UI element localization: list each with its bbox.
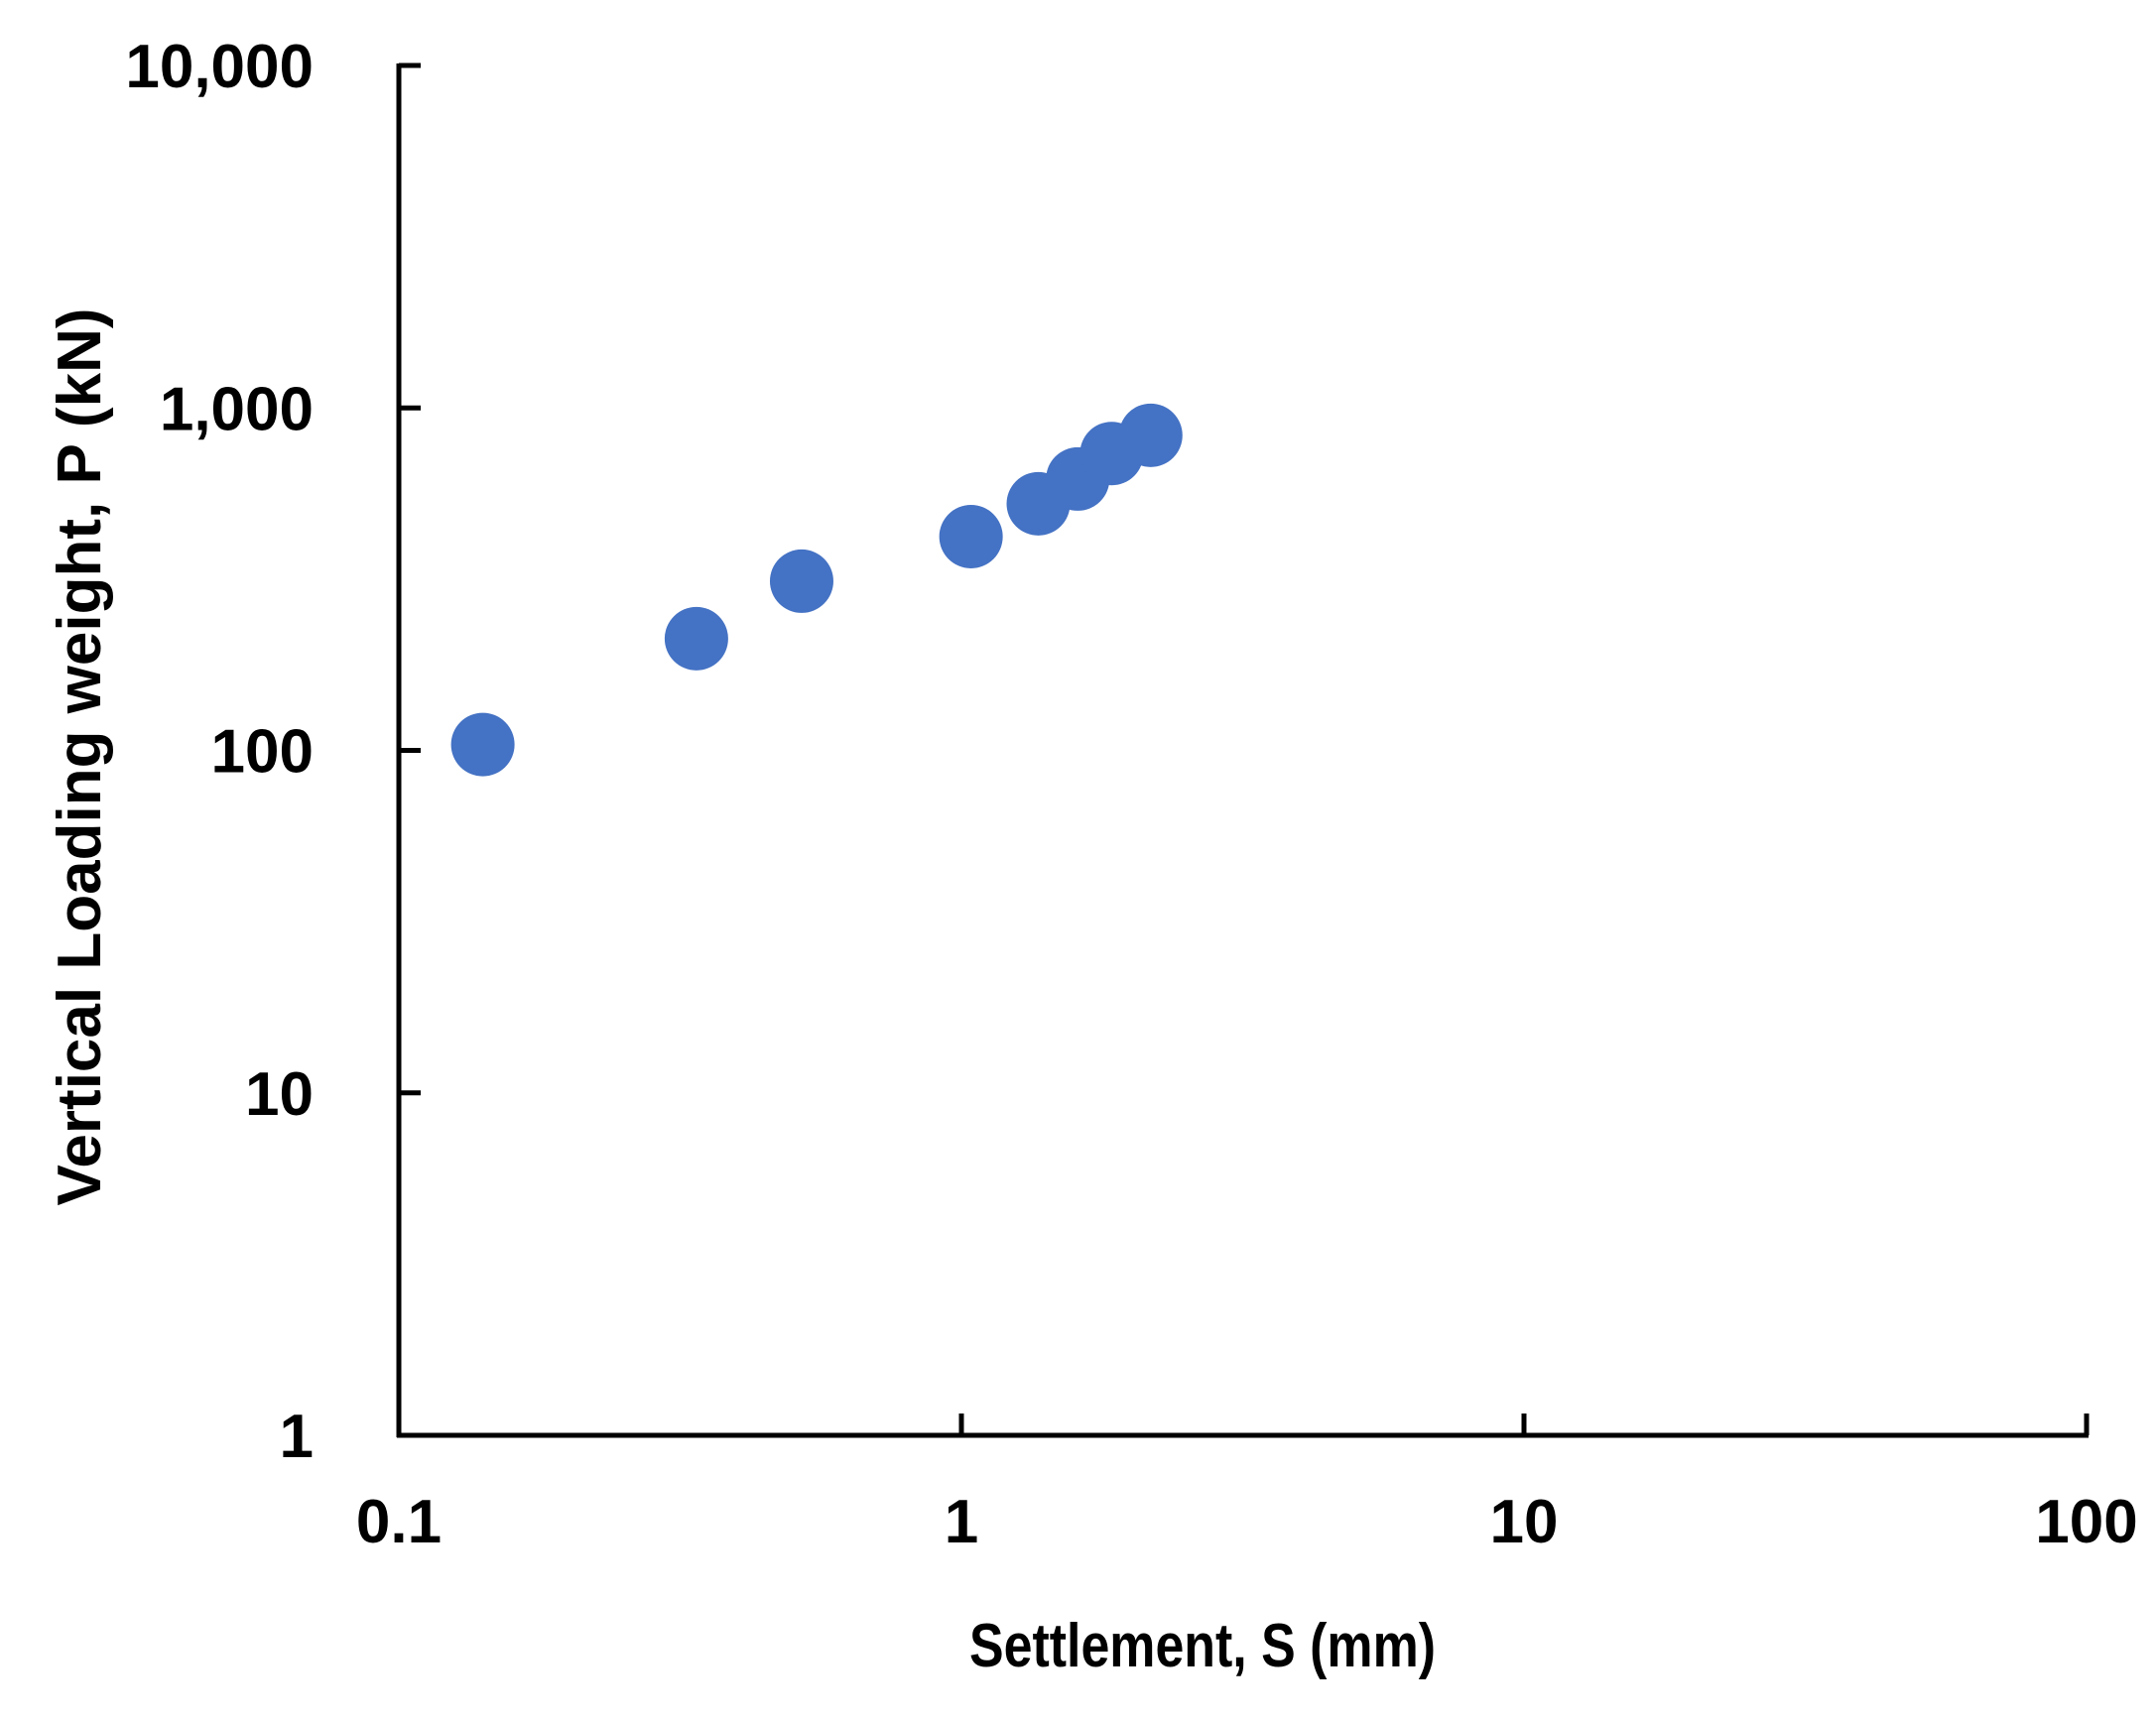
data-point (1118, 403, 1183, 467)
y-axis-title: Vertical Loading weight, P (kN) (46, 308, 114, 1206)
x-tick-label: 0.1 (356, 1488, 442, 1556)
x-axis-title: Settlement, S (mm) (969, 1612, 1436, 1680)
data-point (664, 606, 728, 671)
x-tick-label: 10 (1490, 1488, 1559, 1556)
y-tick-label: 1 (280, 1403, 314, 1471)
x-tick-label: 1 (945, 1488, 978, 1556)
data-point (450, 712, 515, 777)
y-tick-label: 100 (211, 718, 314, 787)
data-points (450, 403, 1183, 777)
y-tick-label: 10,000 (125, 33, 314, 101)
axes: 1 10 100 1,000 10,000 0.1 1 10 100 (125, 33, 2137, 1556)
x-ticks: 0.1 1 10 100 (356, 1414, 2138, 1556)
y-tick-label: 1,000 (160, 375, 314, 443)
y-ticks: 1 10 100 1,000 10,000 (125, 33, 421, 1471)
y-tick-label: 10 (245, 1060, 314, 1129)
data-point (939, 504, 1003, 568)
data-point (769, 549, 833, 613)
x-tick-label: 100 (2035, 1488, 2137, 1556)
